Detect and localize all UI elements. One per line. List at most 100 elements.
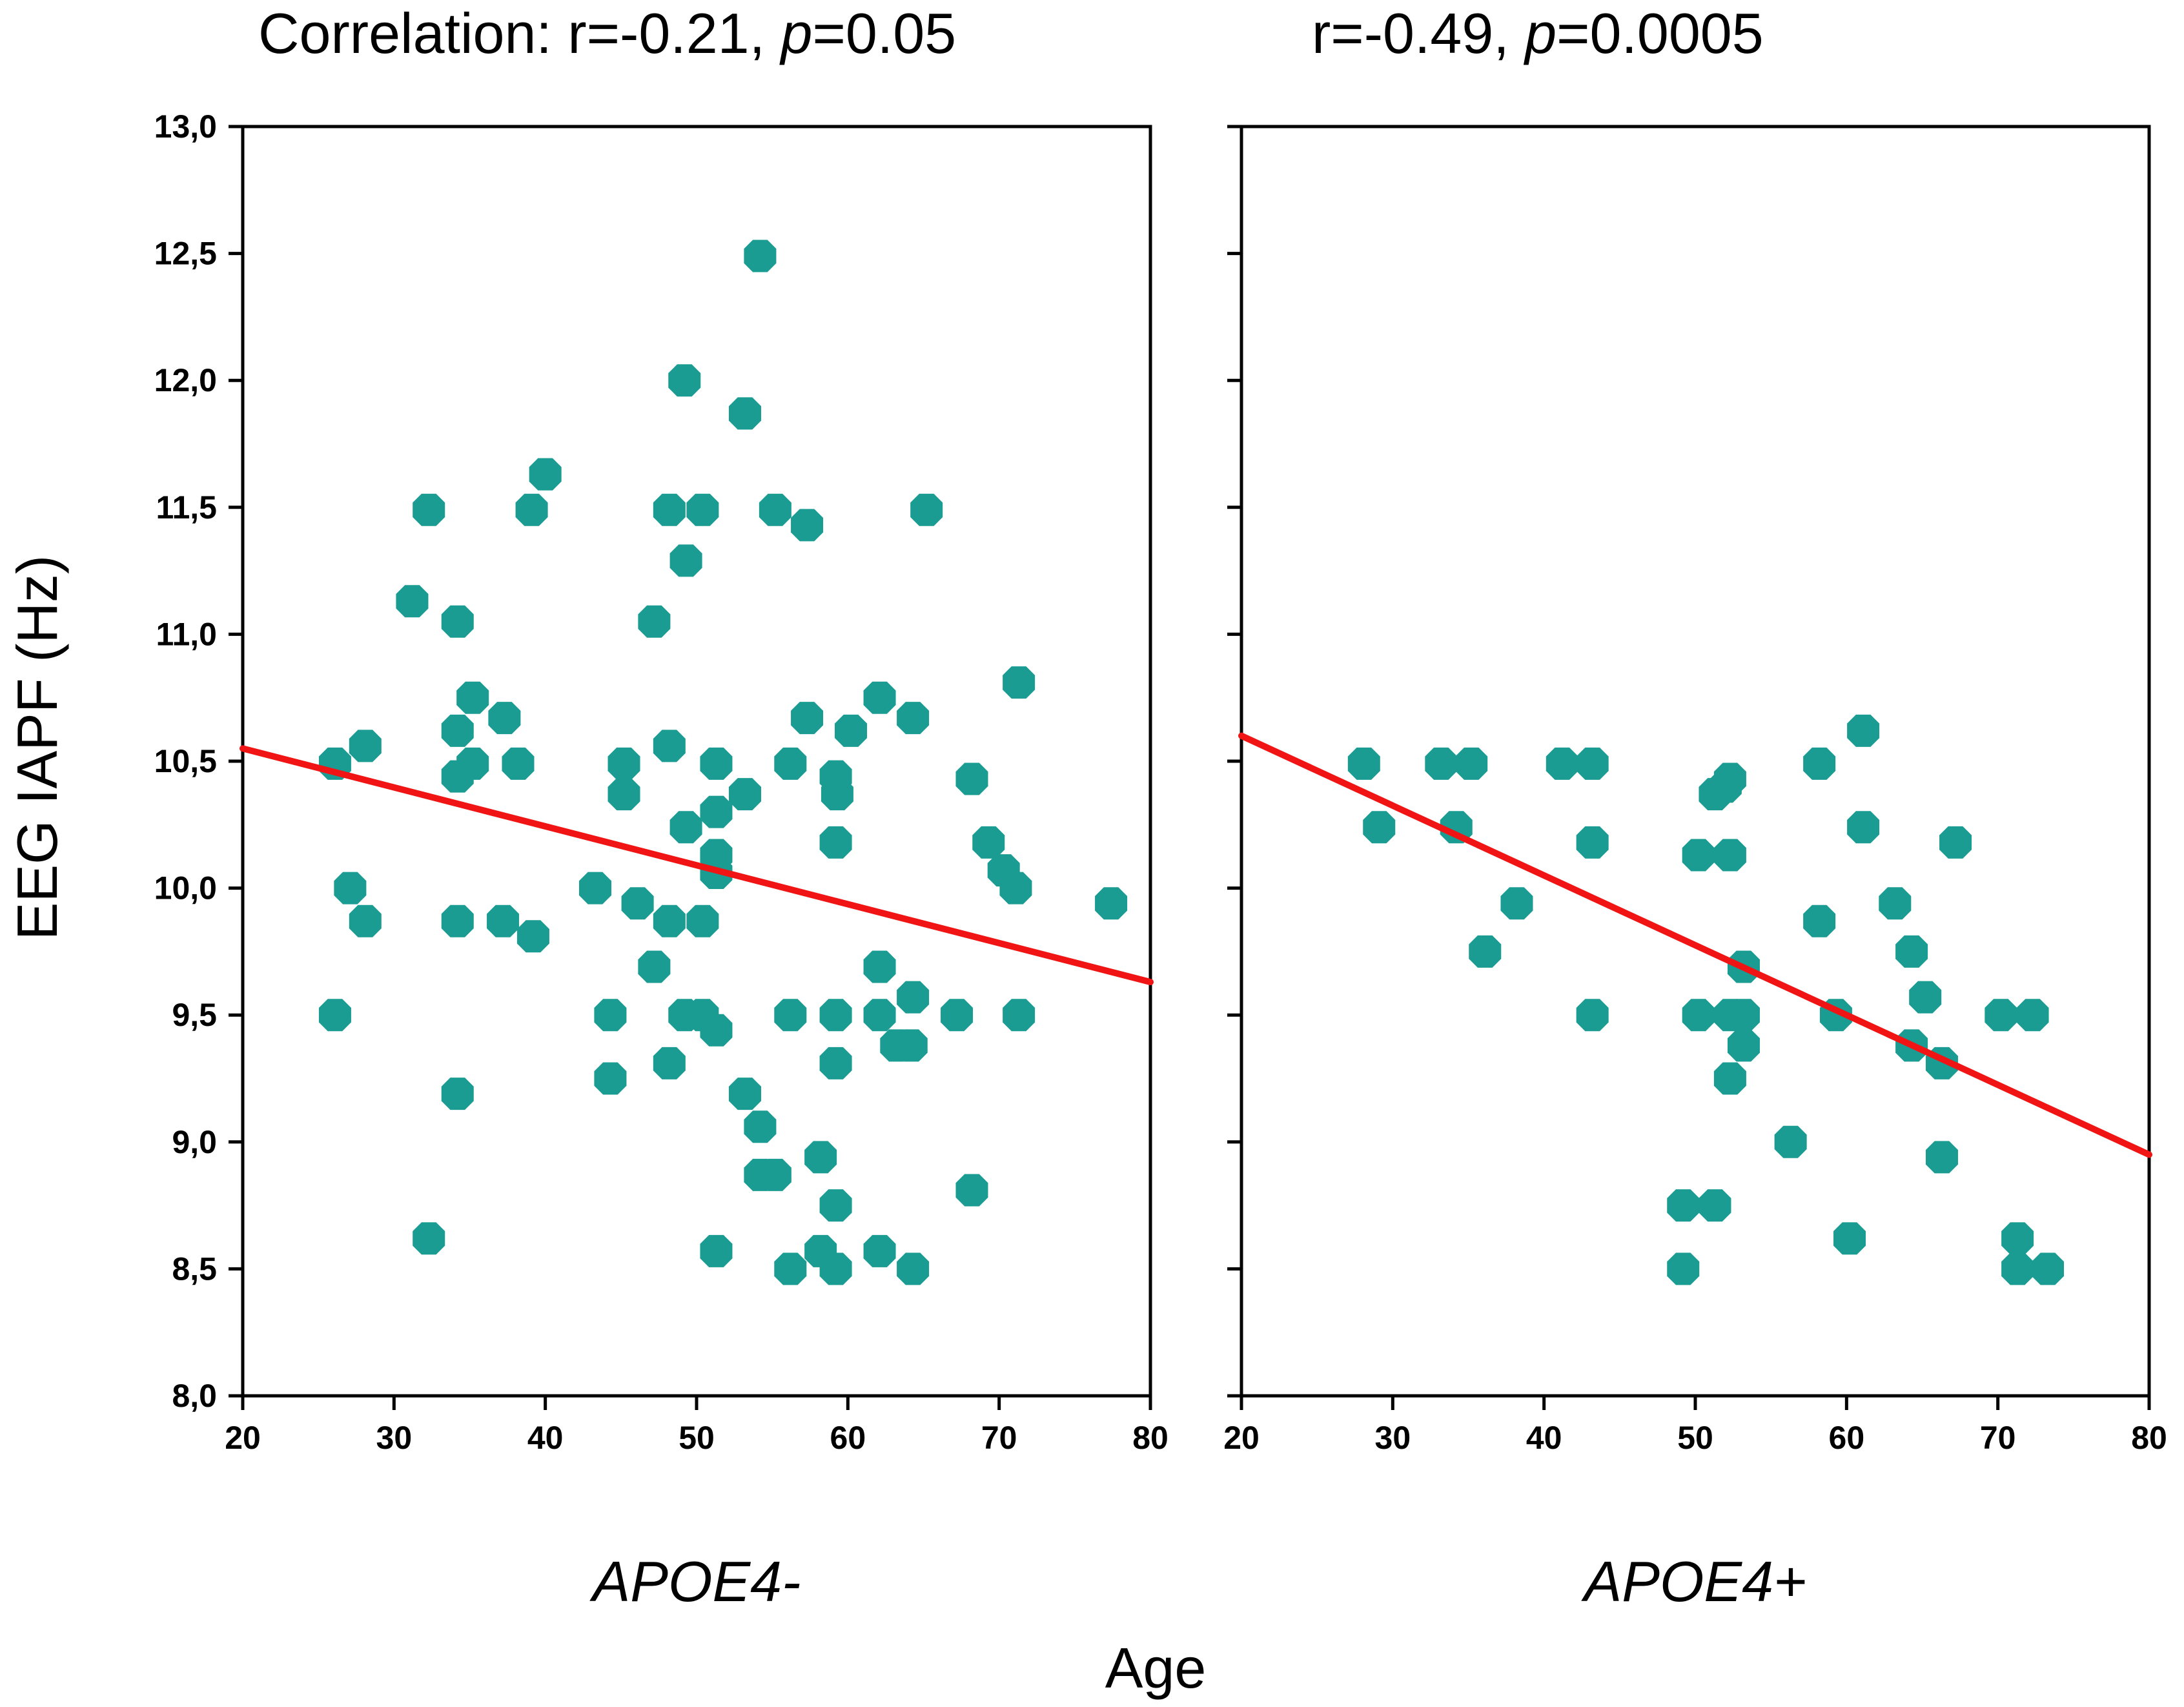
right-x-tick-label: 20 <box>1223 1420 1260 1456</box>
left-data-point <box>863 950 896 983</box>
y-tick-label: 9,0 <box>172 1124 217 1160</box>
left-data-point <box>594 999 627 1032</box>
right-data-point <box>1425 747 1458 780</box>
y-axis-label: EEG IAPF (Hz) <box>5 555 69 941</box>
right-data-point <box>1847 811 1880 844</box>
left-data-point <box>700 1234 733 1267</box>
right-data-point <box>1682 839 1715 872</box>
right-data-point <box>1727 999 1760 1032</box>
left-data-point <box>334 872 367 905</box>
y-tick-label: 12,5 <box>154 236 217 272</box>
left-data-point <box>700 1014 733 1047</box>
left-panel-title: Correlation: r=-0.21, p=0.05 <box>258 1 956 65</box>
y-tick-label: 11,5 <box>156 489 217 526</box>
left-data-point <box>638 605 671 638</box>
left-data-point <box>441 760 474 793</box>
right-x-tick-label: 60 <box>1829 1420 1865 1456</box>
left-data-point <box>819 1252 852 1285</box>
right-x-tick-label: 40 <box>1526 1420 1562 1456</box>
left-data-point <box>819 826 852 859</box>
left-data-point <box>349 905 382 937</box>
left-data-point <box>441 714 474 747</box>
left-data-point <box>728 778 761 811</box>
left-data-point <box>835 714 868 747</box>
left-data-point <box>897 981 930 1014</box>
left-data-point <box>441 905 474 937</box>
left-data-point <box>653 493 686 526</box>
left-data-point <box>669 811 702 844</box>
left-data-point <box>821 778 853 811</box>
left-data-point <box>669 544 702 577</box>
right-data-point <box>1803 747 1836 780</box>
left-data-point <box>774 1252 807 1285</box>
left-data-point <box>774 999 807 1032</box>
y-tick-label: 8,5 <box>172 1251 217 1287</box>
left-data-point <box>456 681 489 714</box>
left-x-tick-label: 40 <box>527 1420 564 1456</box>
left-x-tick-label: 70 <box>981 1420 1017 1456</box>
left-data-point <box>897 1252 930 1285</box>
right-data-point <box>1546 747 1578 780</box>
left-panel-marks <box>240 240 1154 1285</box>
right-data-point <box>2016 999 2049 1032</box>
left-data-point <box>744 1110 777 1143</box>
right-group-label: APOE4+ <box>1581 1549 1807 1613</box>
right-data-point <box>1667 1252 1700 1285</box>
right-data-point <box>1699 1189 1731 1222</box>
right-data-point <box>1909 981 1942 1014</box>
left-data-point <box>668 364 701 397</box>
left-data-point <box>441 605 474 638</box>
y-tick-label: 11,0 <box>156 616 217 652</box>
right-data-point <box>1682 999 1715 1032</box>
x-axis-label: Age <box>1105 1636 1207 1700</box>
left-data-point <box>999 872 1032 905</box>
y-tick-label: 10,5 <box>154 743 217 779</box>
y-tick-label: 9,5 <box>172 997 217 1033</box>
left-data-point <box>502 747 535 780</box>
right-data-point <box>1985 999 2017 1032</box>
left-group-label: APOE4- <box>589 1549 801 1613</box>
left-data-point <box>910 493 943 526</box>
left-data-point <box>653 730 686 762</box>
left-data-point <box>1003 999 1036 1032</box>
left-data-point <box>897 702 930 735</box>
left-data-point <box>819 1047 852 1079</box>
left-data-point <box>529 458 562 491</box>
right-data-point <box>2001 1252 2034 1285</box>
left-data-point <box>607 747 640 780</box>
left-data-point <box>653 905 686 937</box>
left-data-point <box>955 1174 988 1207</box>
right-data-point <box>1847 714 1880 747</box>
left-data-point <box>972 826 1005 859</box>
axis-ticks: 20 30 40 50 60 70 80 8,0 8,5 9,0 9,5 10,0 10,5 11,0 11… <box>154 108 2167 1456</box>
right-data-point <box>1925 1141 1958 1174</box>
left-data-point <box>516 920 549 953</box>
y-tick-label: 10,0 <box>154 870 217 906</box>
left-x-tick-label: 30 <box>376 1420 413 1456</box>
left-data-point <box>578 872 611 905</box>
left-x-tick-label: 60 <box>830 1420 866 1456</box>
right-data-point <box>1833 1222 1866 1255</box>
left-data-point <box>1003 666 1036 699</box>
right-x-tick-label: 80 <box>2131 1420 2167 1456</box>
left-data-point <box>700 747 733 780</box>
left-data-point <box>686 493 719 526</box>
right-regression-line <box>1238 732 2152 1158</box>
left-data-point <box>638 950 671 983</box>
left-data-point <box>515 493 548 526</box>
left-data-point <box>819 1189 852 1222</box>
left-data-point <box>774 747 807 780</box>
left-plot-frame <box>241 125 1152 1398</box>
left-data-point <box>728 397 761 430</box>
left-data-point <box>396 585 429 618</box>
right-data-point <box>2031 1252 2064 1285</box>
left-data-point <box>318 999 351 1032</box>
right-data-point <box>1576 826 1609 859</box>
right-panel-marks <box>1238 714 2152 1285</box>
right-data-point <box>1500 887 1533 920</box>
y-tick-label: 12,0 <box>154 362 217 398</box>
left-data-point <box>895 1029 928 1062</box>
right-data-point <box>1713 839 1746 872</box>
left-data-point <box>594 1062 627 1095</box>
right-data-point <box>1774 1125 1807 1158</box>
